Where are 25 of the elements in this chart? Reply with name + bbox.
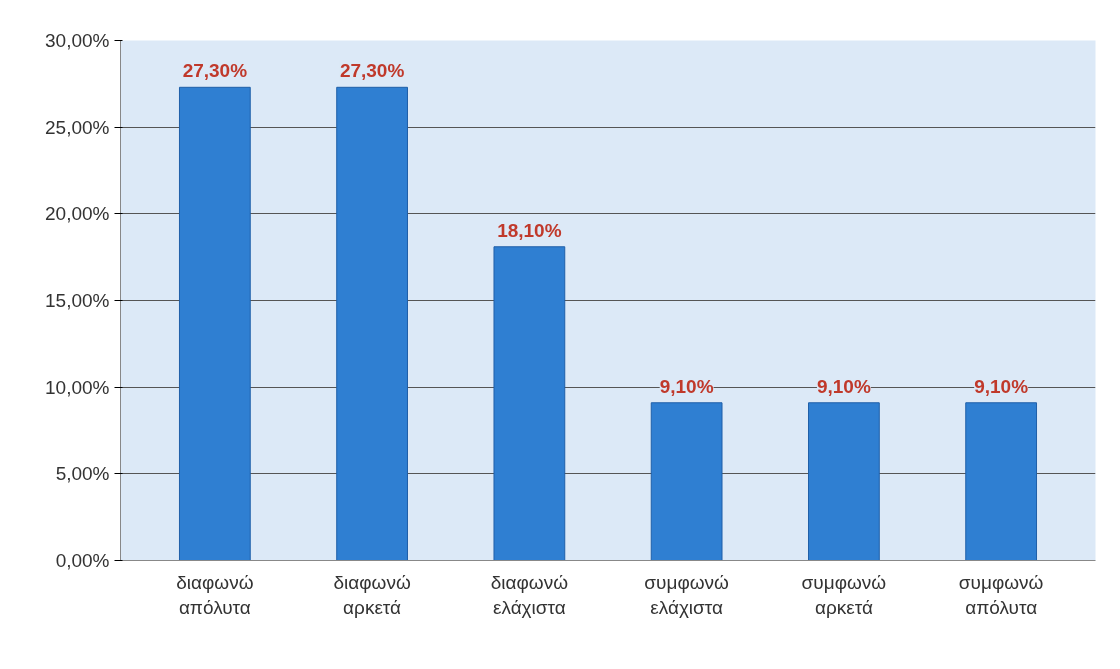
y-tick-label: 20,00% <box>45 203 110 225</box>
data-label: 27,30% <box>182 60 248 82</box>
x-tick-label: διαφωνώ ελάχιστα <box>490 571 569 618</box>
data-label: 9,10% <box>974 375 1029 397</box>
y-tick-label: 5,00% <box>55 463 110 485</box>
y-tick-label: 15,00% <box>45 290 110 311</box>
bar <box>493 246 566 561</box>
y-tick-label: 25,00% <box>45 116 110 138</box>
data-label: 18,10% <box>497 219 562 241</box>
x-tick-label: διαφωνώ αρκετά <box>333 571 411 618</box>
x-tick-label: συμφωνώ αρκετά <box>801 571 887 618</box>
bar <box>178 86 251 561</box>
bar <box>965 402 1038 561</box>
data-label: 9,10% <box>659 375 714 397</box>
y-tick-label: 10,00% <box>45 376 110 398</box>
bar <box>650 402 723 561</box>
x-tick-label: συμφωνώ ελάχιστα <box>644 571 730 618</box>
bar <box>336 86 408 561</box>
y-tick-label: 30,00% <box>45 30 110 51</box>
y-tick-label: 0,00% <box>55 550 110 571</box>
data-label: 9,10% <box>816 375 871 397</box>
x-tick-label: συμφωνώ απόλυτα <box>958 571 1044 618</box>
bar <box>808 402 880 561</box>
data-label: 27,30% <box>339 60 405 82</box>
x-tick-label: διαφωνώ απόλυτα <box>176 571 254 618</box>
